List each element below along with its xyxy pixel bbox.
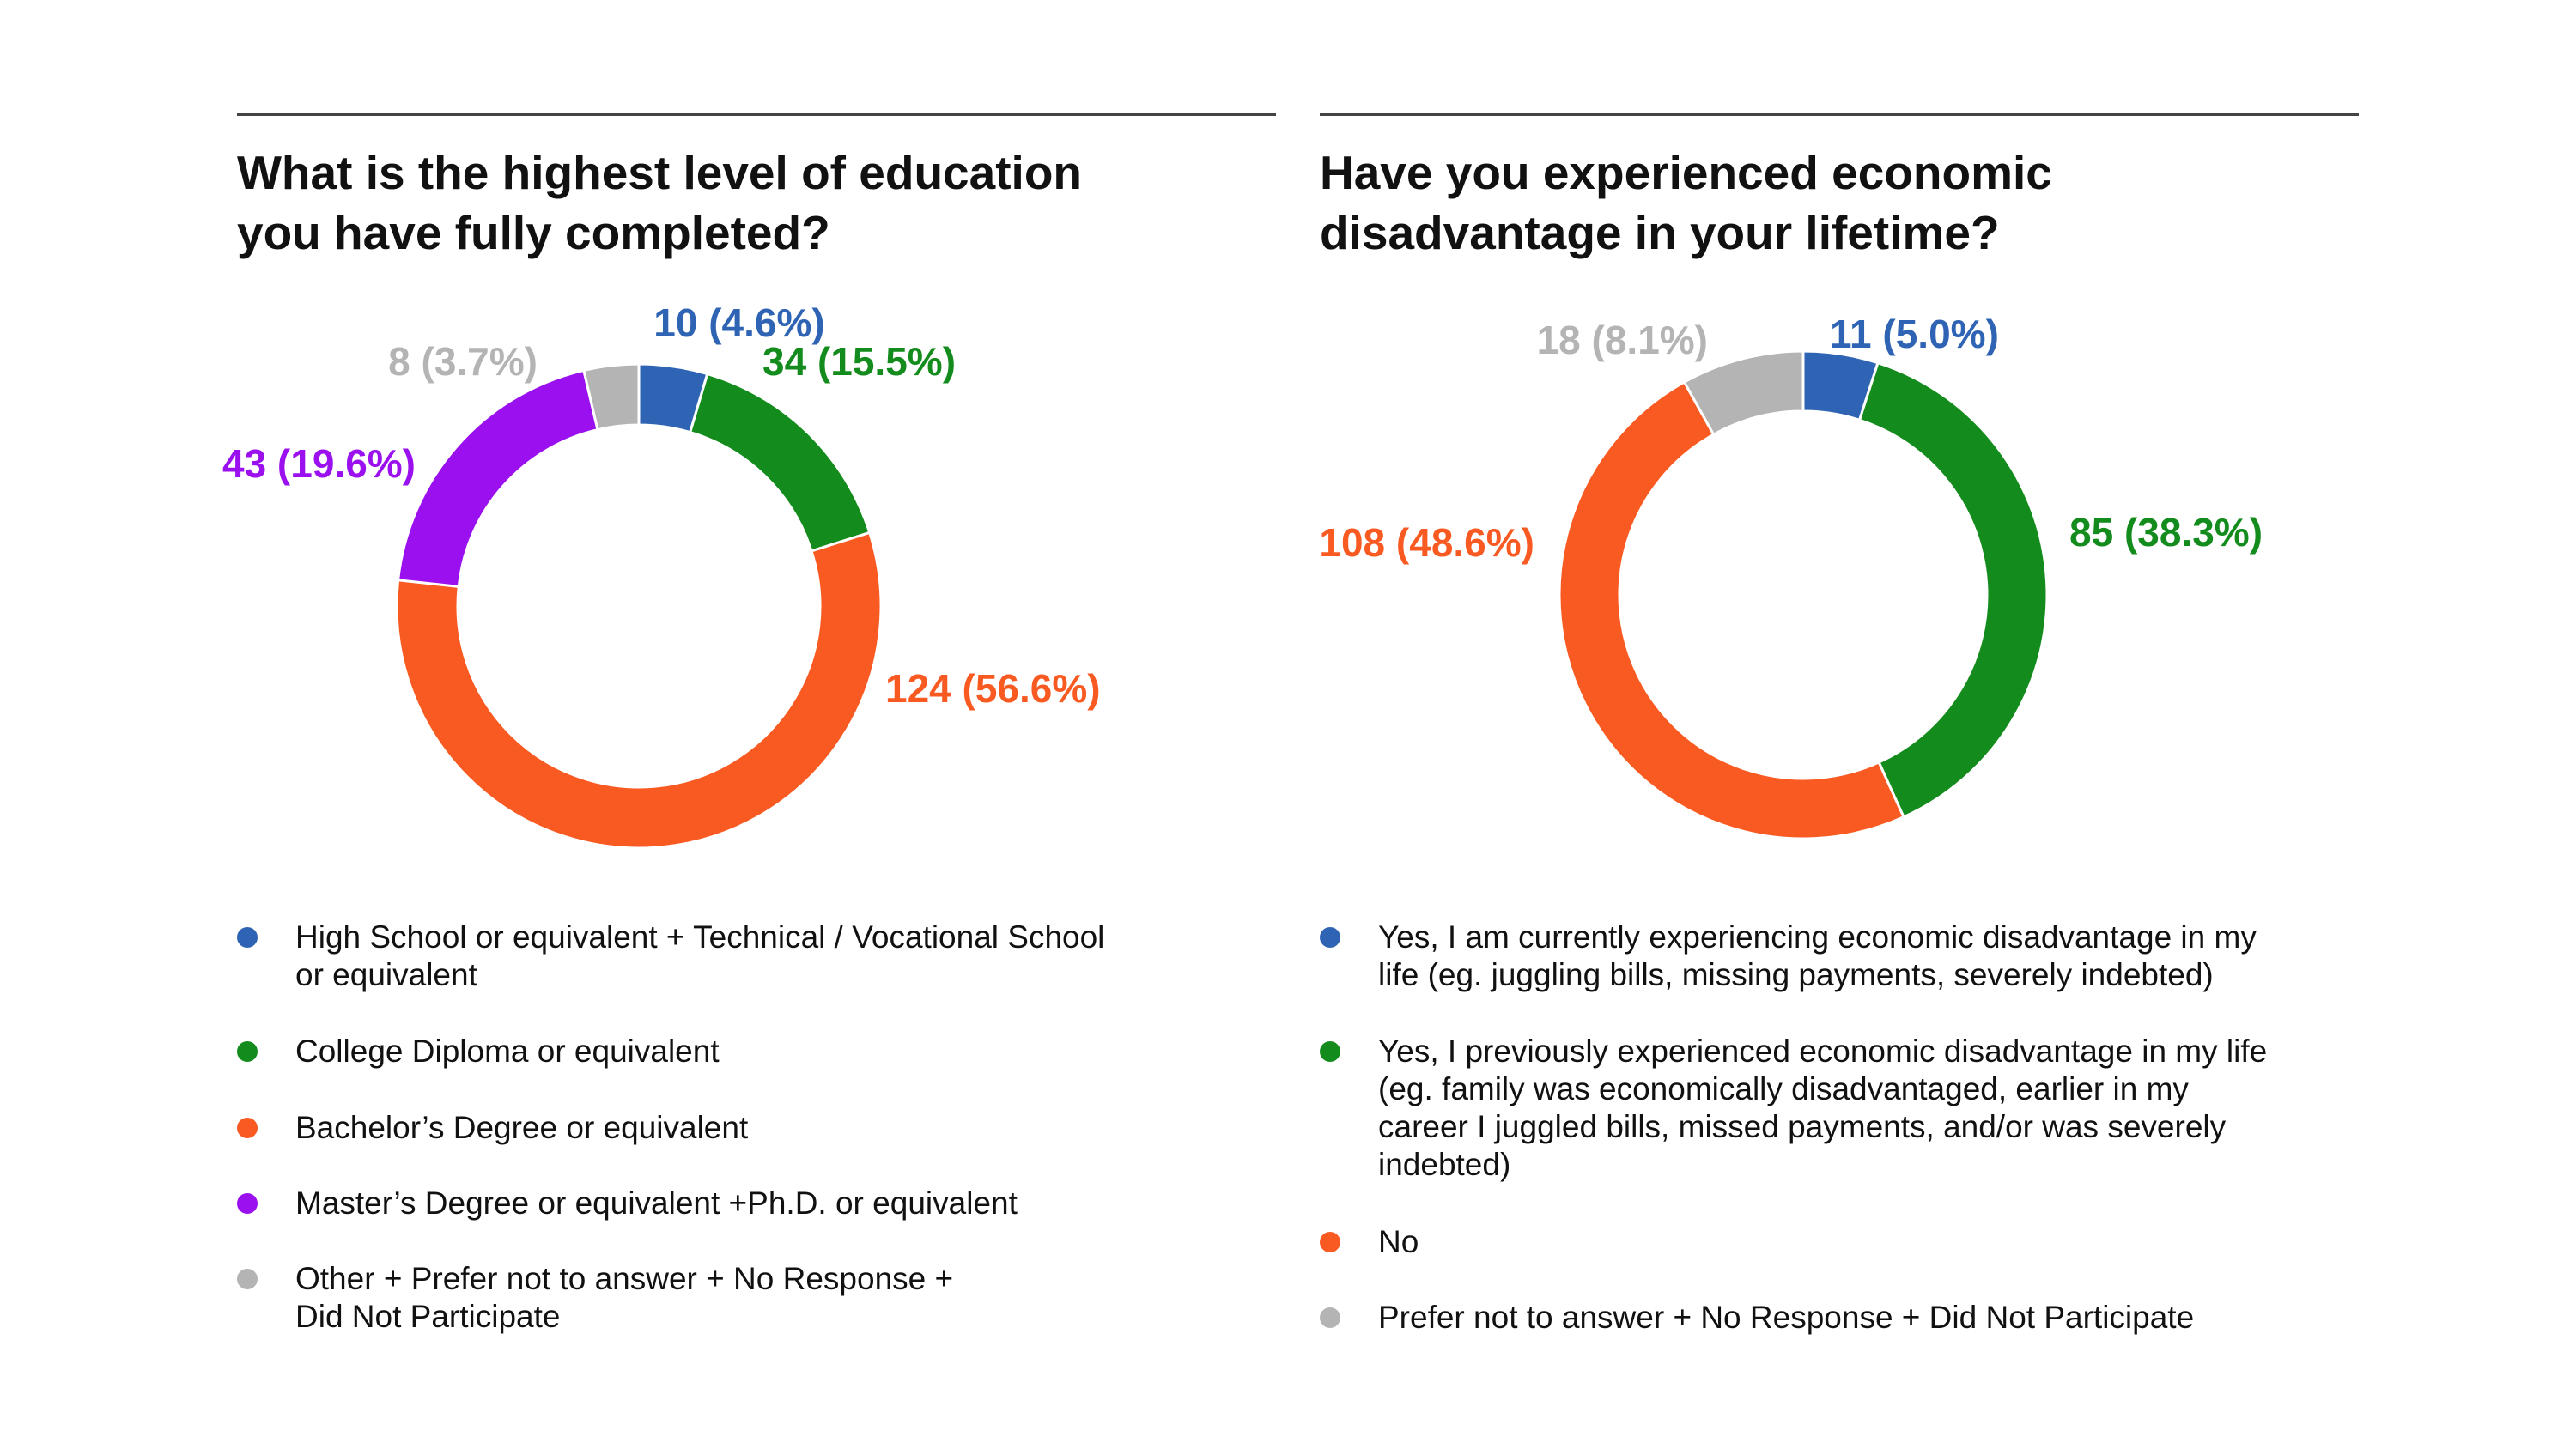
legend-dot-icon [237, 1118, 258, 1138]
legend-label-line: Yes, I previously experienced economic d… [1378, 1034, 2268, 1069]
legend-label: Prefer not to answer + No Response + Did… [1378, 1299, 2194, 1337]
legend-label: Yes, I previously experienced economic d… [1378, 1033, 2267, 1184]
donut-slice-master-s-degree-or-equivalent-ph-d-or-eq [396, 368, 599, 588]
data-label: 8 (3.7%) [388, 339, 538, 384]
donut-chart: 10 (4.6%)34 (15.5%) 124 (56.6%) 43 (19.6%)… [222, 300, 1101, 850]
legend-label-line: Other + Prefer not to answer + No Respon… [295, 1261, 954, 1296]
legend-dot-icon [237, 1269, 258, 1289]
legend-label-line: indebted) [1378, 1147, 1511, 1182]
legend-dot-icon [1320, 1232, 1340, 1252]
top-rule [237, 113, 1276, 116]
data-label: 108 (48.6%) [1319, 520, 1534, 565]
legend-label: Yes, I am currently experiencing economi… [1378, 919, 2257, 994]
donut-slice-yes-i-previously-experienced-economic-di [1857, 361, 2049, 819]
data-label: 85 (38.3%) [2069, 510, 2263, 555]
chart-title-line: What is the highest level of education [237, 146, 1083, 199]
legend-label-line: Prefer not to answer + No Response + Did… [1378, 1300, 2195, 1335]
legend-label-line: career I juggled bills, missed payments,… [1378, 1109, 2227, 1144]
chart-panel-economic-disadvantage: Have you experienced economic disadvanta… [1319, 0, 2359, 1449]
legend-label-line: life (eg. juggling bills, missing paymen… [1378, 957, 2214, 992]
chart-title-line: Have you experienced economic [1320, 146, 2052, 199]
legend-label-line: College Diploma or equivalent [295, 1034, 720, 1069]
data-label: 10 (4.6%) [653, 300, 824, 345]
legend-label: Bachelor’s Degree or equivalent [295, 1109, 748, 1147]
chart-title-line: disadvantage in your lifetime? [1320, 206, 2000, 259]
donut-slice-bachelor-s-degree-or-equivalent [395, 530, 883, 850]
legend-label: No [1378, 1223, 1419, 1261]
donut-slice-prefer-not-to-answer-no-response-did-not [1682, 349, 1805, 437]
legend-label-line: No [1378, 1224, 1419, 1259]
legend-label-line: Yes, I am currently experiencing economi… [1378, 919, 2257, 955]
chart-title: Have you experienced economic disadvanta… [1320, 142, 2350, 263]
legend-label-line: High School or equivalent + Technical / … [295, 919, 1105, 955]
legend-dot-icon [1320, 927, 1340, 948]
legend-dot-icon [237, 1193, 258, 1214]
data-label: 43 (19.6%) [222, 441, 416, 486]
donut-slice-no [1558, 380, 1905, 840]
data-label: 124 (56.6%) [885, 666, 1101, 711]
chart-title-line: you have fully completed? [237, 206, 830, 259]
chart-panel-education: What is the highest level of education y… [222, 0, 1276, 1449]
top-rule [1320, 113, 2359, 116]
donut-slice-college-diploma-or-equivalent [688, 372, 872, 553]
legend-label: Other + Prefer not to answer + No Respon… [295, 1260, 953, 1336]
legend-label-line: Bachelor’s Degree or equivalent [295, 1110, 749, 1145]
legend-dot-icon [1320, 1041, 1340, 1062]
legend-label: Master’s Degree or equivalent +Ph.D. or … [295, 1185, 1018, 1222]
legend-dot-icon [1320, 1307, 1340, 1328]
data-label: 18 (8.1%) [1537, 318, 1708, 362]
chart-title: What is the highest level of education y… [237, 142, 1267, 263]
legend-label-line: or equivalent [295, 957, 477, 992]
legend-label-line: Master’s Degree or equivalent +Ph.D. or … [295, 1185, 1018, 1221]
legend-dot-icon [237, 1041, 258, 1062]
donut-chart: 11 (5.0%) 85 (38.3%) 108 (48.6%) 18 (8.1%) [1319, 312, 2263, 840]
legend-label-line: (eg. family was economically disadvantag… [1378, 1071, 2189, 1106]
legend-label-line: Did Not Participate [295, 1299, 561, 1334]
data-label: 34 (15.5%) [762, 339, 956, 384]
donut-slice-other-prefer-not-to-answer-no-response-d [582, 362, 641, 432]
legend-label: High School or equivalent + Technical / … [295, 919, 1104, 994]
legend-dot-icon [237, 927, 258, 948]
legend-label: College Diploma or equivalent [295, 1033, 720, 1070]
data-label: 11 (5.0%) [1830, 312, 1999, 356]
